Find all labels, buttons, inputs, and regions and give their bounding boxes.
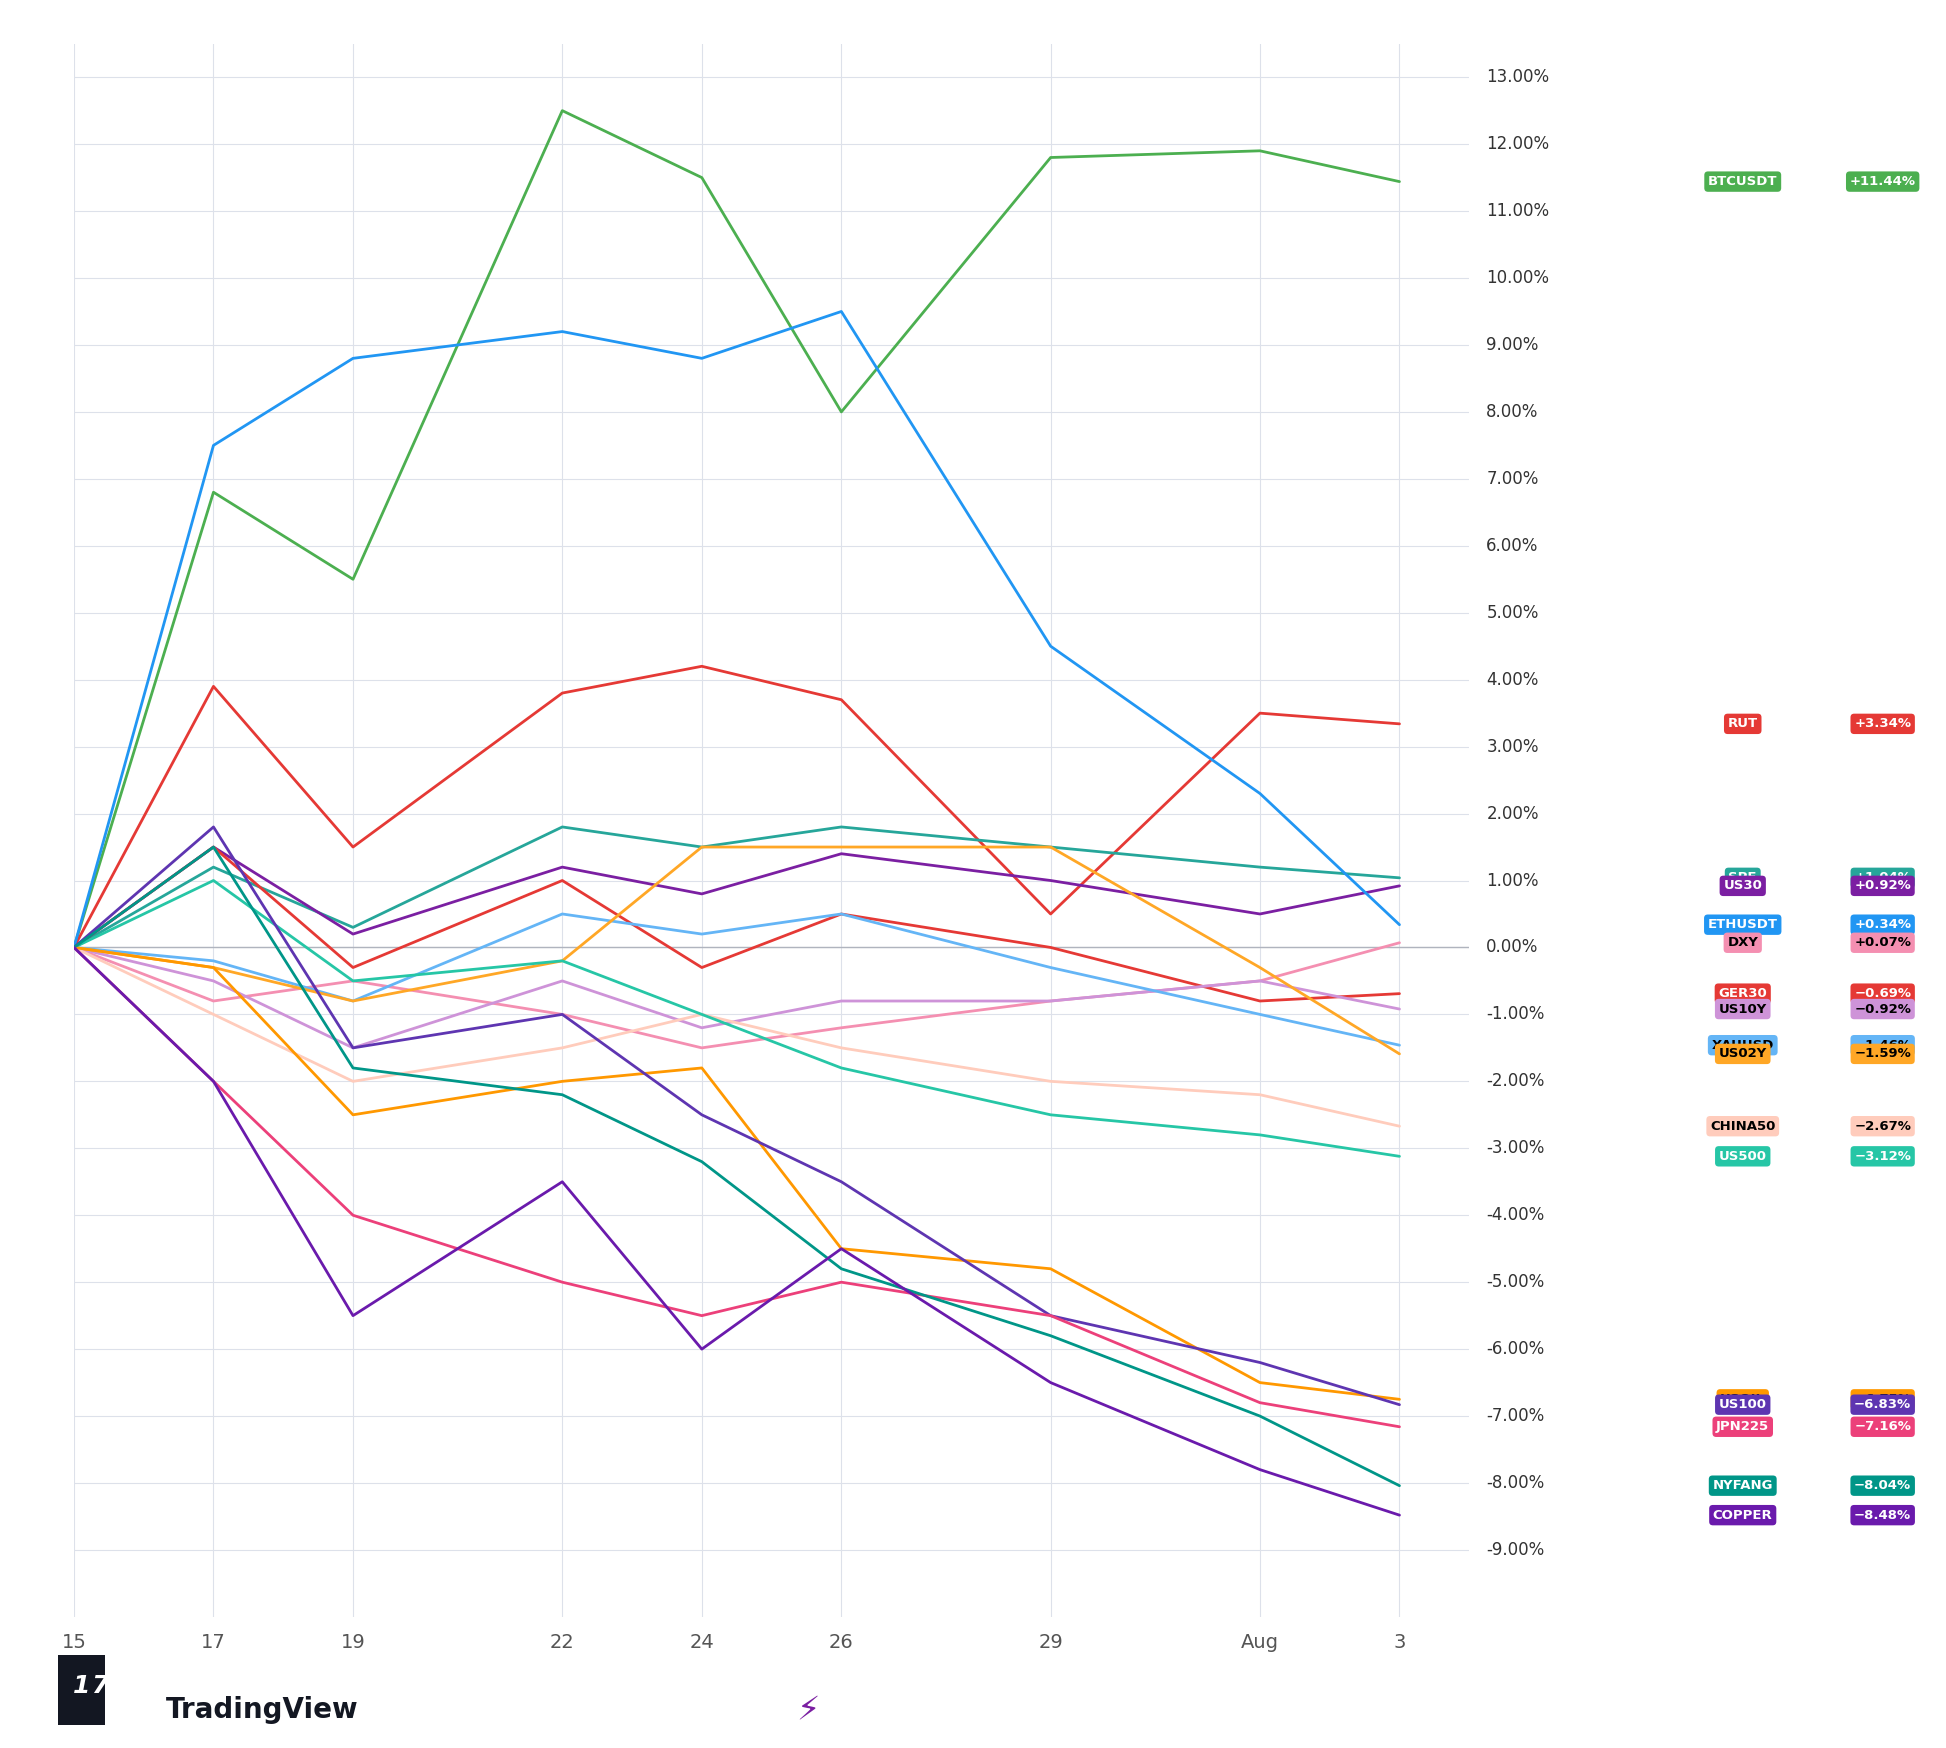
Text: 13.00%: 13.00% xyxy=(1487,68,1549,86)
Text: -1.00%: -1.00% xyxy=(1487,1005,1545,1023)
Text: US10Y: US10Y xyxy=(1718,1003,1767,1016)
Text: -3.00%: -3.00% xyxy=(1487,1140,1545,1157)
Text: XAUUSD: XAUUSD xyxy=(1712,1038,1775,1052)
Text: 0.00%: 0.00% xyxy=(1487,939,1539,956)
Text: −0.69%: −0.69% xyxy=(1855,988,1911,1000)
Text: US30: US30 xyxy=(1724,879,1763,893)
Text: NYFANG: NYFANG xyxy=(1712,1479,1773,1493)
Text: US500: US500 xyxy=(1718,1150,1767,1162)
Text: 12.00%: 12.00% xyxy=(1487,135,1549,154)
Text: 1.00%: 1.00% xyxy=(1487,872,1539,890)
Text: 7: 7 xyxy=(91,1675,107,1697)
Text: −8.04%: −8.04% xyxy=(1855,1479,1911,1493)
Text: -8.00%: -8.00% xyxy=(1487,1474,1545,1493)
Text: -4.00%: -4.00% xyxy=(1487,1206,1545,1224)
Text: 9.00%: 9.00% xyxy=(1487,336,1539,353)
Text: COPPER: COPPER xyxy=(1712,1509,1773,1523)
Text: 10.00%: 10.00% xyxy=(1487,269,1549,287)
Text: -7.00%: -7.00% xyxy=(1487,1407,1545,1425)
Text: −3.12%: −3.12% xyxy=(1855,1150,1911,1162)
Text: GER30: GER30 xyxy=(1718,988,1767,1000)
Text: 8.00%: 8.00% xyxy=(1487,402,1539,421)
Text: +0.92%: +0.92% xyxy=(1855,879,1911,893)
Text: CHINA50: CHINA50 xyxy=(1711,1120,1775,1133)
Text: -5.00%: -5.00% xyxy=(1487,1273,1545,1292)
Text: 2.00%: 2.00% xyxy=(1487,804,1539,823)
Text: −6.83%: −6.83% xyxy=(1855,1398,1911,1411)
Text: 6.00%: 6.00% xyxy=(1487,537,1539,554)
Text: −8.48%: −8.48% xyxy=(1855,1509,1911,1523)
Text: USOIL: USOIL xyxy=(1720,1393,1765,1405)
Text: 11.00%: 11.00% xyxy=(1487,203,1549,220)
Text: ETHUSDT: ETHUSDT xyxy=(1709,918,1779,932)
Text: -9.00%: -9.00% xyxy=(1487,1542,1545,1559)
Text: TradingView: TradingView xyxy=(165,1696,358,1724)
Text: US100: US100 xyxy=(1718,1398,1767,1411)
Text: 5.00%: 5.00% xyxy=(1487,603,1539,622)
Text: 3.00%: 3.00% xyxy=(1487,738,1539,755)
Text: +3.34%: +3.34% xyxy=(1855,717,1911,731)
Text: +0.07%: +0.07% xyxy=(1855,937,1911,949)
Text: −6.75%: −6.75% xyxy=(1855,1393,1911,1405)
Text: SPF: SPF xyxy=(1728,871,1757,884)
Text: JPN225: JPN225 xyxy=(1716,1421,1769,1433)
Text: −1.59%: −1.59% xyxy=(1855,1047,1911,1061)
Text: US02Y: US02Y xyxy=(1718,1047,1767,1061)
Text: RUT: RUT xyxy=(1728,717,1757,731)
Text: 7.00%: 7.00% xyxy=(1487,470,1539,488)
Text: −2.67%: −2.67% xyxy=(1855,1120,1911,1133)
Text: -6.00%: -6.00% xyxy=(1487,1341,1545,1358)
Text: +1.04%: +1.04% xyxy=(1855,871,1911,884)
Text: 4.00%: 4.00% xyxy=(1487,671,1539,689)
Text: +0.34%: +0.34% xyxy=(1855,918,1911,932)
Text: −1.46%: −1.46% xyxy=(1855,1038,1911,1052)
Text: ⚡: ⚡ xyxy=(796,1694,819,1725)
FancyBboxPatch shape xyxy=(58,1655,105,1725)
Text: −0.92%: −0.92% xyxy=(1855,1003,1911,1016)
Text: +11.44%: +11.44% xyxy=(1851,175,1915,189)
Text: -2.00%: -2.00% xyxy=(1487,1072,1545,1091)
Text: DXY: DXY xyxy=(1728,937,1757,949)
Text: BTCUSDT: BTCUSDT xyxy=(1709,175,1777,189)
Text: 1: 1 xyxy=(74,1675,90,1697)
Text: −7.16%: −7.16% xyxy=(1855,1421,1911,1433)
